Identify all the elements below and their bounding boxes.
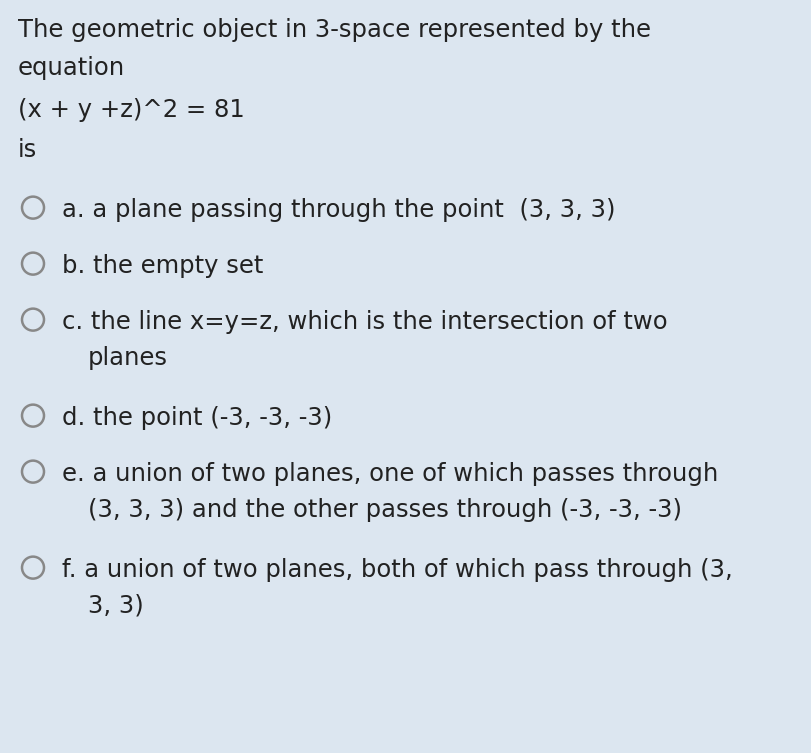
Text: f. a union of two planes, both of which pass through (3,: f. a union of two planes, both of which …: [62, 558, 732, 582]
Text: is: is: [18, 138, 37, 162]
Text: equation: equation: [18, 56, 125, 80]
Text: 3, 3): 3, 3): [88, 594, 144, 618]
Text: d. the point (-3, -3, -3): d. the point (-3, -3, -3): [62, 406, 332, 430]
Text: b. the empty set: b. the empty set: [62, 254, 263, 278]
Text: planes: planes: [88, 346, 168, 370]
Text: (3, 3, 3) and the other passes through (-3, -3, -3): (3, 3, 3) and the other passes through (…: [88, 498, 681, 522]
Text: c. the line x=y=z, which is the intersection of two: c. the line x=y=z, which is the intersec…: [62, 310, 667, 334]
Text: a. a plane passing through the point  (3, 3, 3): a. a plane passing through the point (3,…: [62, 198, 615, 222]
Text: (x + y +z)^2 = 81: (x + y +z)^2 = 81: [18, 98, 244, 122]
Text: e. a union of two planes, one of which passes through: e. a union of two planes, one of which p…: [62, 462, 718, 486]
Text: The geometric object in 3-space represented by the: The geometric object in 3-space represen…: [18, 18, 650, 42]
